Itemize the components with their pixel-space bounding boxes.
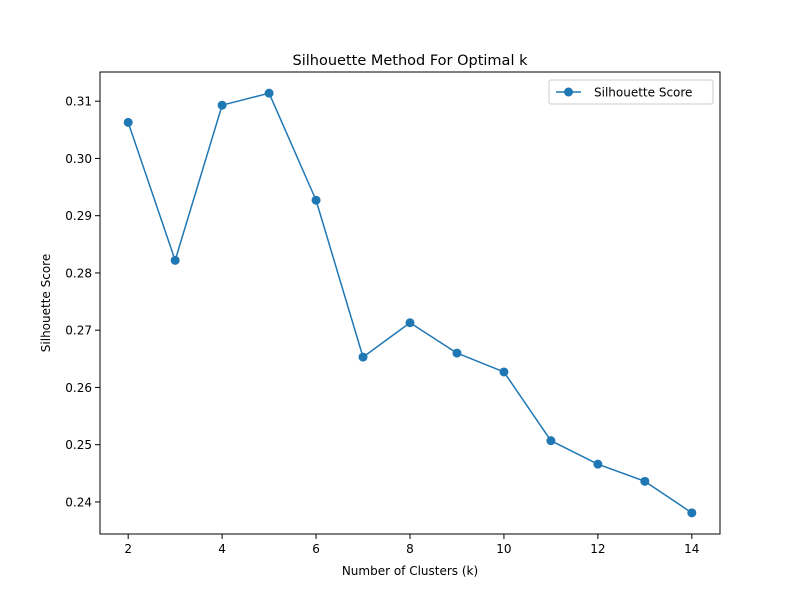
data-point [452,348,462,358]
series-line [127,92,693,514]
series-layer [123,88,697,518]
data-point [687,508,697,518]
data-point [264,88,274,98]
y-tick-label: 0.28 [65,266,92,280]
y-tick-label: 0.29 [65,209,92,223]
legend-marker [564,87,573,97]
x-tick-label: 8 [406,542,414,556]
y-tick-label: 0.27 [65,324,92,338]
legend-label: Silhouette Score [594,86,692,100]
legend-box [548,79,714,105]
y-tick-label: 0.24 [65,495,92,509]
x-tick-label: 10 [496,542,511,556]
data-point [593,459,603,469]
y-tick-label: 0.31 [65,95,92,109]
y-tick-label: 0.26 [65,381,92,395]
x-tick-label: 12 [590,542,605,556]
data-point [358,352,368,362]
x-tick-label: 4 [218,542,226,556]
x-tick-label: 14 [684,542,699,556]
data-point [170,255,180,265]
chart-title: Silhouette Method For Optimal k [293,53,529,69]
data-point [546,436,556,446]
legend: Silhouette Score [548,79,714,105]
data-point [311,195,321,205]
x-axis: 2 4 6 8 10 12 14 [124,534,699,556]
x-tick-label: 6 [312,542,320,556]
y-axis: 0.24 0.25 0.26 0.27 0.28 0.29 0.30 0.31 [65,95,100,509]
data-point [640,476,650,486]
y-axis-label: Silhouette Score [39,254,53,352]
plot-area [99,71,721,535]
data-point [217,100,227,110]
data-point [123,117,133,127]
x-axis-label: Number of Clusters (k) [342,564,478,578]
y-tick-label: 0.30 [65,152,92,166]
data-point [405,318,415,328]
y-tick-label: 0.25 [65,438,92,452]
data-point [499,367,509,377]
x-tick-label: 2 [124,542,132,556]
